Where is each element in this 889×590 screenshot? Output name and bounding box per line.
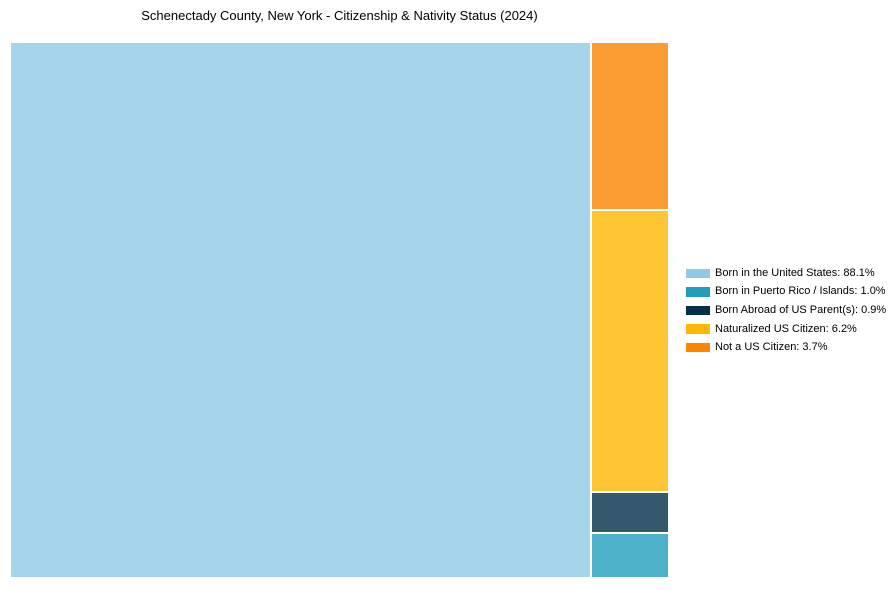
legend-swatch-icon — [686, 305, 710, 316]
legend-item-born-abroad-of-us-parent-s: Born Abroad of US Parent(s): 0.9% — [686, 301, 886, 320]
legend-label: Born in Puerto Rico / Islands: 1.0% — [715, 285, 886, 298]
legend-label: Born in the United States: 88.1% — [715, 266, 875, 279]
legend-label: Not a US Citizen: 3.7% — [715, 341, 828, 354]
legend-swatch-icon — [686, 287, 710, 297]
treemap-tile-not-a-us-citizen — [592, 43, 668, 210]
legend-swatch-icon — [686, 268, 710, 279]
treemap-plot-area — [10, 42, 669, 578]
chart-title: Schenectady County, New York - Citizensh… — [141, 8, 538, 23]
treemap-tile-born-in-the-united-states — [11, 43, 591, 577]
legend-item-naturalized-us-citizen: Naturalized US Citizen: 6.2% — [686, 320, 886, 339]
legend-item-born-in-the-united-states: Born in the United States: 88.1% — [686, 264, 886, 283]
legend: Born in the United States: 88.1% Born in … — [686, 264, 886, 357]
legend-label: Born Abroad of US Parent(s): 0.9% — [715, 303, 887, 316]
treemap-tile-naturalized-us-citizen — [592, 211, 668, 491]
legend-item-born-in-puerto-rico-islands: Born in Puerto Rico / Islands: 1.0% — [686, 283, 886, 302]
legend-item-not-a-us-citizen: Not a US Citizen: 3.7% — [686, 338, 886, 357]
treemap-tile-born-abroad-of-us-parent-s — [592, 492, 668, 532]
legend-label: Naturalized US Citizen: 6.2% — [715, 322, 857, 335]
legend-swatch-icon — [686, 342, 710, 353]
treemap-tile-born-in-puerto-rico-islands — [592, 533, 668, 577]
legend-swatch-icon — [686, 324, 710, 334]
